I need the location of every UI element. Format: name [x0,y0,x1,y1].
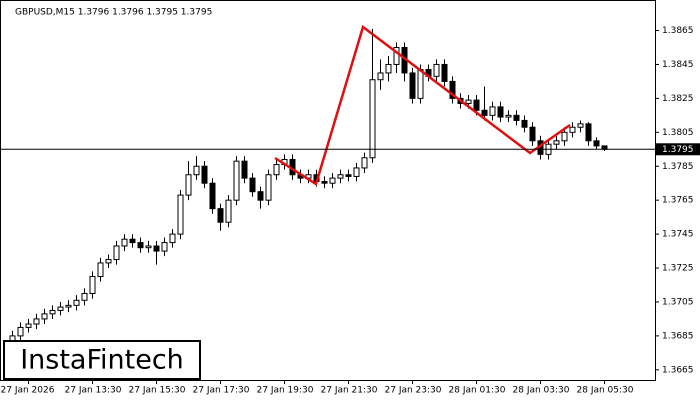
x-tick-label: 27 Jan 21:30 [321,386,378,396]
candle-body [321,181,328,184]
candle-body [201,165,208,184]
x-tick-label: 28 Jan 01:30 [449,386,506,396]
candle-body [345,174,352,177]
y-tick-label: 1.3745 [662,230,694,240]
candle-body [113,245,120,261]
candle-body [361,157,368,169]
x-tick-label: 27 Jan 17:30 [193,386,250,396]
candle-body [17,326,24,337]
candle-body [553,140,560,145]
candle-body [385,63,392,74]
candle-body [81,292,88,301]
candle-body [593,140,600,147]
current-price-label: 1.3795 [662,145,694,155]
candle-body [521,119,528,128]
plot-frame [0,0,656,381]
candle-body [257,191,264,201]
x-tick-label: 27 Jan 2026 [1,386,55,396]
candle-body [249,177,256,193]
candle-body [377,72,384,81]
y-tick-label: 1.3685 [662,331,694,341]
candle-body [337,174,344,179]
candle-body [41,313,48,320]
candle-body [153,245,160,252]
candle-body [561,131,568,142]
x-tick-label: 27 Jan 13:30 [65,386,122,396]
y-tick-label: 1.3665 [662,365,694,375]
candle-body [137,242,144,249]
x-tick-label: 28 Jan 05:30 [577,386,634,396]
candle-body [97,262,104,278]
candle-body [161,242,168,252]
candle-body [481,109,488,116]
y-tick-label: 1.3825 [662,94,694,104]
candle-body [473,99,480,111]
candle-body [49,309,56,315]
candle-body [393,47,400,65]
candle-body [353,167,360,177]
marks [9,28,608,350]
chart-title: GBPUSD,M15 1.3796 1.3796 1.3795 1.3795 [15,8,212,18]
candle-body [265,174,272,201]
candle-body [497,106,504,118]
candle-body [369,79,376,159]
candle-body [577,123,584,128]
candle-body [433,63,440,77]
pattern-outline [274,24,571,186]
candle-body [89,276,96,294]
x-tick-label: 27 Jan 23:30 [385,386,442,396]
current-price-box [656,143,700,156]
logo-box [3,340,201,380]
x-tick-label: 28 Jan 03:30 [513,386,570,396]
y-tick-label: 1.3865 [662,26,694,36]
candle-body [409,72,416,99]
x-tick-label: 27 Jan 15:30 [129,386,186,396]
candle-body [273,164,280,176]
candle-body [489,106,496,116]
candle-body [177,194,184,235]
candle-body [529,126,536,142]
candle-body [57,306,64,311]
x-tick-label: 27 Jan 19:30 [257,386,314,396]
y-tick-label: 1.3845 [662,60,694,70]
candle-body [193,165,200,176]
y-tick-label: 1.3765 [662,196,694,206]
candle-body [225,199,232,223]
candle-body [449,80,456,99]
y-tick-label: 1.3725 [662,264,694,274]
candle-body [513,114,520,121]
candle-body [601,145,608,150]
candle-body [33,318,40,325]
candle-body [585,123,592,142]
candle-body [73,299,80,306]
logo: InstaFintech [20,345,184,376]
candle-body [417,69,424,99]
candle-body [233,160,240,201]
candle-body [145,245,152,249]
candle-body [241,160,248,179]
candle-body [569,126,576,133]
candle-body [129,238,136,244]
candle-body [105,259,112,264]
candle-body [169,233,176,244]
candle-body [121,238,128,247]
y-tick-label: 1.3805 [662,128,694,138]
candle-body [441,63,448,82]
candle-body [329,177,336,184]
y-tick-label: 1.3705 [662,297,694,307]
candle-body [65,304,72,308]
candle-body [25,323,32,328]
candle-body [185,174,192,196]
candle-body [465,99,472,104]
candle-body [209,182,216,210]
y-tick-label: 1.3785 [662,162,694,172]
candle-body [217,208,224,223]
candle-body [505,114,512,118]
